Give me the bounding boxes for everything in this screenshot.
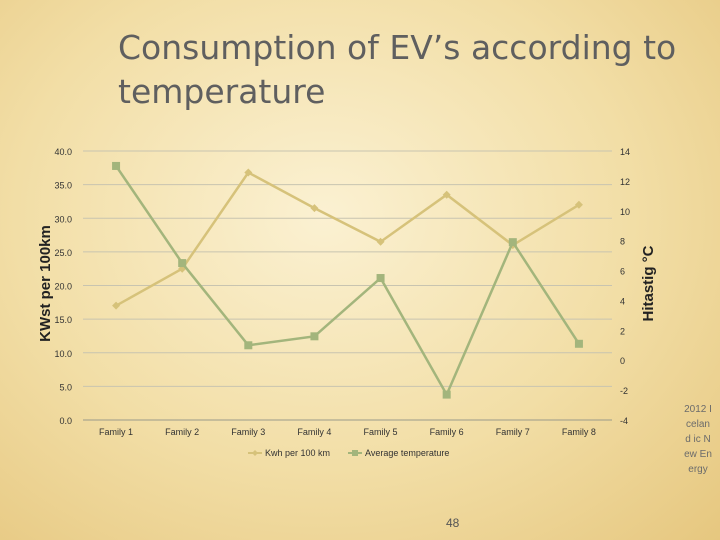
series-line-temperature	[115, 165, 580, 398]
y-left-tick-label: 20.0	[54, 282, 72, 292]
y-left-tick-label: 5.0	[59, 382, 72, 392]
side-note: 2012 Iceland ic New Energy	[684, 404, 712, 475]
y-left-tick-label: 25.0	[54, 248, 72, 258]
data-point-kwh	[574, 200, 583, 209]
x-tick-label: Family 7	[496, 427, 530, 437]
legend-marker	[252, 450, 258, 456]
x-tick-label: Family 4	[297, 427, 331, 437]
data-point-temperature	[244, 341, 253, 350]
y-right-tick-label: 2	[620, 326, 625, 336]
data-point-temperature	[310, 332, 319, 341]
x-tick-label: Family 2	[165, 427, 199, 437]
y-left-tick-label: 15.0	[54, 315, 72, 325]
page-number: 48	[446, 516, 460, 530]
y-right-tick-label: 12	[620, 177, 630, 187]
x-tick-label: Family 8	[562, 427, 596, 437]
y-left-tick-label: 0.0	[59, 416, 72, 426]
data-point-temperature	[574, 339, 583, 348]
slide-title: Consumption of EV’s according to tempera…	[118, 28, 677, 111]
data-point-kwh	[244, 168, 253, 177]
x-tick-label: Family 1	[99, 427, 133, 437]
y-right-tick-label: 8	[620, 237, 625, 247]
legend-label: Average temperature	[365, 448, 449, 458]
legend-marker	[352, 450, 358, 456]
y-right-tick-label: -2	[620, 386, 628, 396]
y-left-tick-label: 30.0	[54, 214, 72, 224]
legend-label: Kwh per 100 km	[265, 448, 330, 458]
data-point-kwh	[310, 204, 319, 213]
x-tick-label: Family 3	[231, 427, 265, 437]
data-point-temperature	[442, 390, 451, 399]
y-left-tick-label: 35.0	[54, 181, 72, 191]
y-right-tick-label: 4	[620, 296, 625, 306]
y-left-axis-title: KWst per 100km	[37, 225, 54, 342]
y-right-tick-label: -4	[620, 416, 628, 426]
data-point-kwh	[442, 190, 451, 199]
y-right-axis-title: Hitastig °C	[640, 245, 657, 321]
data-point-temperature	[112, 161, 121, 170]
x-tick-label: Family 6	[430, 427, 464, 437]
y-left-tick-label: 40.0	[54, 147, 72, 157]
y-left-tick-label: 10.0	[54, 349, 72, 359]
data-point-temperature	[508, 238, 517, 247]
y-right-tick-label: 14	[620, 147, 630, 157]
series-line-kwh	[115, 170, 580, 307]
data-point-kwh	[112, 301, 121, 310]
y-right-tick-label: 10	[620, 207, 630, 217]
data-point-temperature	[376, 274, 385, 283]
data-point-kwh	[376, 237, 385, 246]
y-right-tick-label: 6	[620, 267, 625, 277]
x-tick-label: Family 5	[364, 427, 398, 437]
y-right-tick-label: 0	[620, 356, 625, 366]
data-point-temperature	[178, 259, 187, 268]
